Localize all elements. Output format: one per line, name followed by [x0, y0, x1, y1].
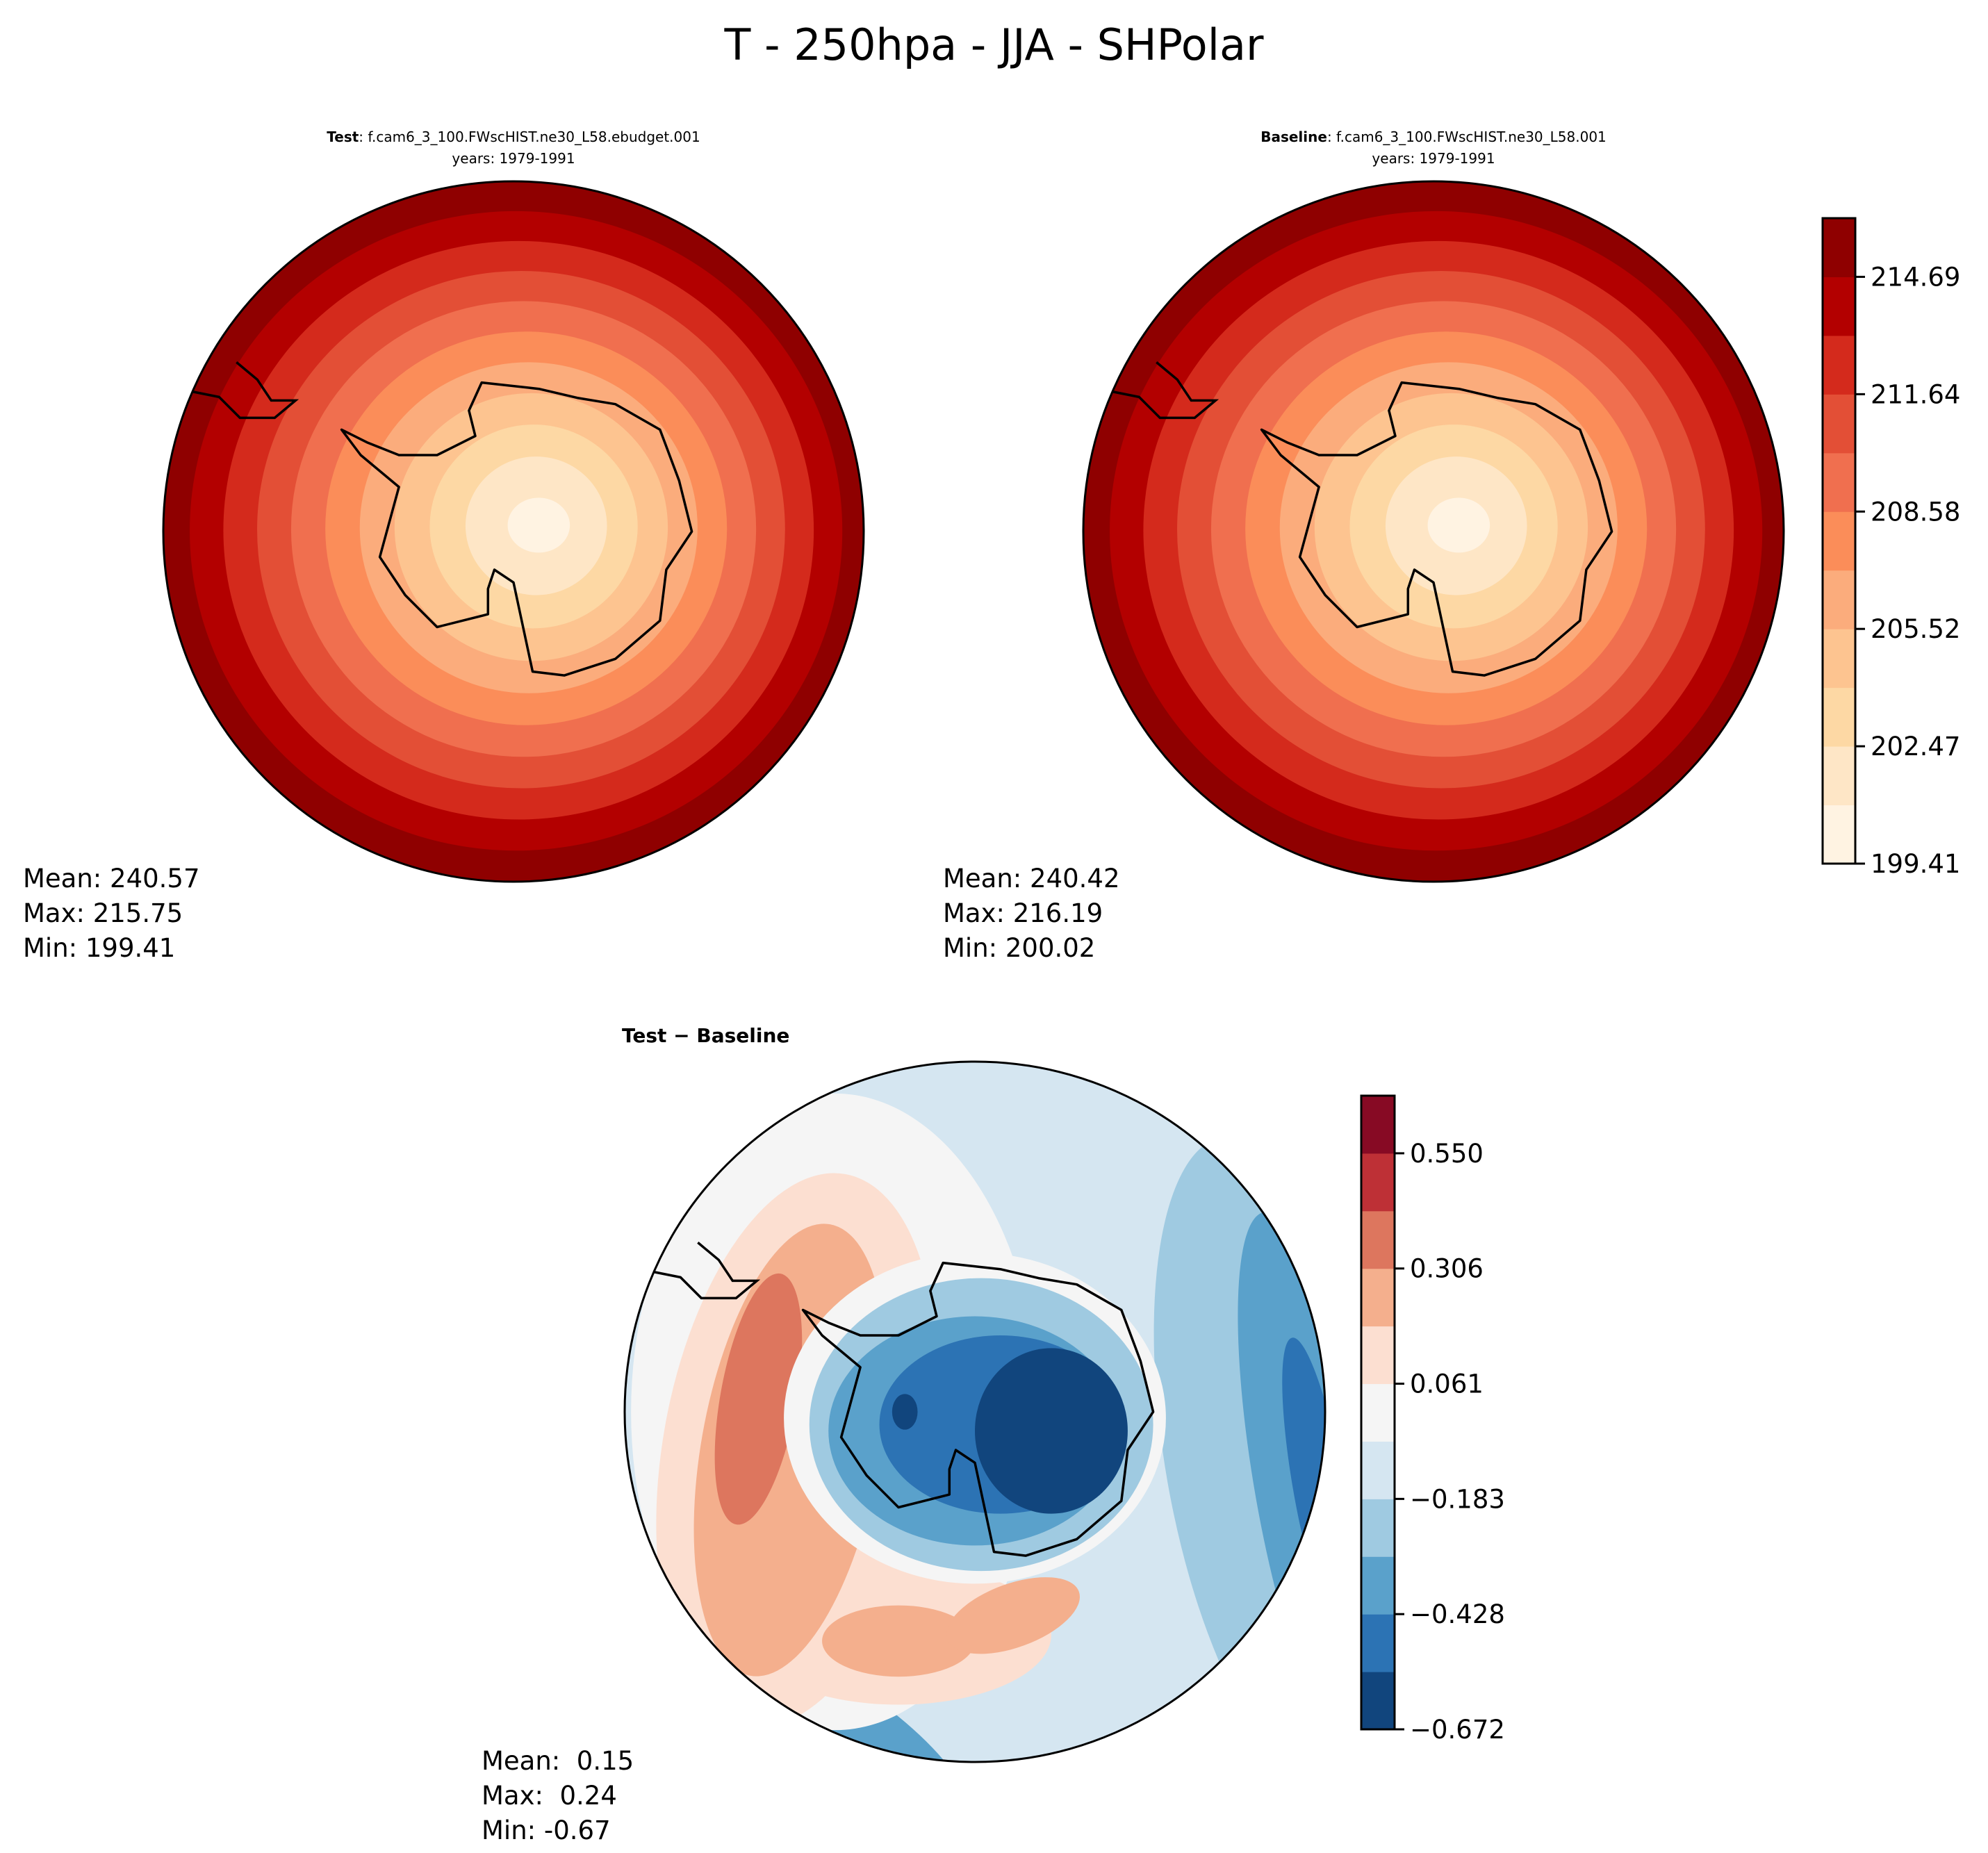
contour-level-0 — [892, 1394, 918, 1430]
colorbar-bin-9 — [1823, 277, 1855, 336]
diff-max: Max: 0.24 — [482, 1781, 617, 1811]
test-years: years: 1979-1991 — [452, 150, 575, 167]
figure-title: T - 250hpa - JJA - SHPolar — [724, 19, 1264, 70]
colorbar-tick-label: 199.41 — [1871, 849, 1960, 879]
contour-level-7 — [822, 1605, 975, 1677]
test-map — [162, 180, 865, 883]
colorbar-bin-4 — [1823, 570, 1855, 629]
baseline-map-boundary — [1082, 180, 1785, 883]
test-panel-title: Test: f.cam6_3_100.FWscHIST.ne30_L58.ebu… — [166, 126, 861, 170]
antarctica-coastline — [340, 381, 693, 677]
baseline-min: Min: 200.02 — [943, 933, 1096, 963]
baseline-max: Max: 216.19 — [943, 898, 1103, 928]
colorbar-bin-4 — [1361, 1441, 1395, 1499]
diff-stats: Mean: 0.15 Max: 0.24 Min: -0.67 — [482, 1744, 634, 1848]
colorbar-bin-3 — [1361, 1499, 1395, 1557]
colorbar-tick-label: −0.672 — [1410, 1715, 1505, 1745]
test-label: Test — [327, 129, 359, 145]
colorbar-tick-label: 0.550 — [1410, 1139, 1484, 1169]
test-max: Max: 215.75 — [23, 898, 183, 928]
colorbar-bin-6 — [1361, 1326, 1395, 1385]
colorbar-bin-3 — [1823, 629, 1855, 689]
colorbar-bin-8 — [1823, 335, 1855, 395]
test-map-boundary — [162, 180, 865, 883]
baseline-label: Baseline — [1260, 129, 1327, 145]
colorbar-tick-label: 214.69 — [1871, 262, 1960, 292]
contour-level-0 — [507, 497, 570, 553]
baseline-case-name: : f.cam6_3_100.FWscHIST.ne30_L58.001 — [1326, 129, 1607, 145]
colorbar-tick-label: 0.306 — [1410, 1254, 1484, 1284]
colorbar-bin-8 — [1361, 1210, 1395, 1269]
contour-level-0 — [975, 1348, 1128, 1514]
colorbar-bin-9 — [1361, 1153, 1395, 1212]
antarctica-coastline — [1260, 381, 1613, 677]
colorbar-tick-label: −0.183 — [1410, 1484, 1505, 1514]
baseline-years: years: 1979-1991 — [1372, 150, 1495, 167]
colorbar-bin-5 — [1823, 511, 1855, 571]
diff-min: Min: -0.67 — [482, 1815, 611, 1845]
contour-level-8 — [714, 1273, 803, 1525]
colorbar-bin-6 — [1823, 452, 1855, 512]
diff-contours — [625, 1062, 1325, 1762]
baseline-stats: Mean: 240.42 Max: 216.19 Min: 200.02 — [943, 862, 1120, 966]
baseline-panel-title: Baseline: f.cam6_3_100.FWscHIST.ne30_L58… — [1086, 126, 1781, 170]
colorbar-tick-label: −0.428 — [1410, 1599, 1505, 1629]
colorbar-bin-10 — [1823, 218, 1855, 277]
top-colorbar: 199.41 202.47 205.52 208.58 211.64 214.69 — [1821, 217, 1960, 879]
test-case-name: : f.cam6_3_100.FWscHIST.ne30_L58.ebudget… — [359, 129, 700, 145]
colorbar-bin-7 — [1361, 1268, 1395, 1327]
diff-map-boundary — [623, 1060, 1326, 1763]
colorbar-bin-1 — [1361, 1614, 1395, 1672]
colorbar-bin-0 — [1823, 805, 1855, 864]
diff-panel-title: Test − Baseline — [622, 1024, 790, 1047]
antarctica-coastline — [801, 1261, 1155, 1557]
test-min: Min: 199.41 — [23, 933, 176, 963]
colorbar-bin-0 — [1361, 1672, 1395, 1730]
baseline-contours — [1083, 181, 1784, 882]
colorbar-tick-label: 202.47 — [1871, 732, 1960, 761]
colorbar-bin-7 — [1823, 394, 1855, 454]
colorbar-bin-5 — [1361, 1383, 1395, 1442]
colorbar-outline — [1360, 1094, 1396, 1731]
test-stats: Mean: 240.57 Max: 215.75 Min: 199.41 — [23, 862, 200, 966]
colorbar-bin-2 — [1823, 687, 1855, 747]
south-america-coastline — [190, 361, 299, 420]
colorbar-tick-label: 208.58 — [1871, 497, 1960, 527]
colorbar-tick-label: 0.061 — [1410, 1369, 1484, 1399]
colorbar-bin-2 — [1361, 1556, 1395, 1615]
baseline-mean: Mean: 240.42 — [943, 864, 1120, 893]
test-mean: Mean: 240.57 — [23, 864, 200, 893]
colorbar-bin-10 — [1361, 1096, 1395, 1154]
south-america-coastline — [652, 1242, 761, 1300]
baseline-map — [1082, 180, 1785, 883]
diff-mean: Mean: 0.15 — [482, 1746, 634, 1776]
colorbar-outline — [1821, 217, 1857, 865]
colorbar-tick-label: 205.52 — [1871, 614, 1960, 644]
diff-colorbar: −0.672 −0.428 −0.183 0.061 0.306 0.550 — [1360, 1094, 1505, 1745]
test-contours — [163, 181, 864, 882]
diff-map — [623, 1060, 1326, 1763]
contour-level-0 — [1427, 497, 1490, 553]
contour-level-7 — [946, 1577, 1080, 1654]
south-america-coastline — [1110, 361, 1219, 420]
colorbar-bin-1 — [1823, 746, 1855, 806]
colorbar-tick-label: 211.64 — [1871, 379, 1960, 409]
